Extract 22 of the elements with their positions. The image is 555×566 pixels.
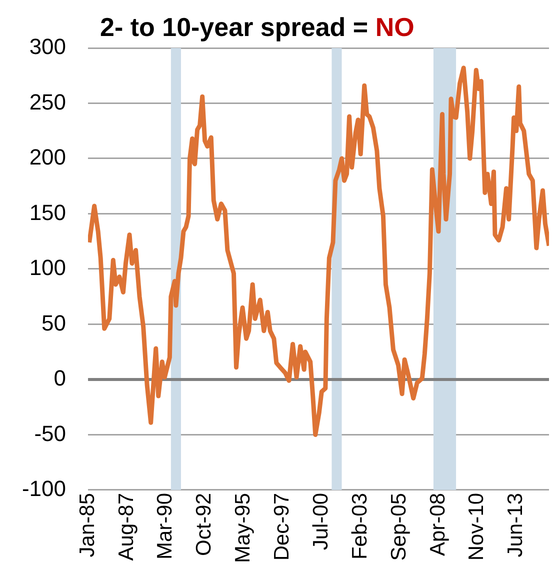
x-tick-label: Feb-03 — [348, 492, 372, 560]
y-tick-label: 150 — [29, 200, 66, 225]
y-tick-label: 200 — [29, 144, 66, 170]
x-tick-label: Mar-90 — [154, 492, 177, 560]
x-tick-label: Jun-13 — [504, 492, 528, 558]
chart-title: 2- to 10-year spread = NO — [100, 12, 414, 42]
x-tick-label: Aug-87 — [114, 492, 138, 561]
x-tick-label: Oct-92 — [192, 492, 216, 556]
x-tick-label: May-95 — [232, 492, 255, 564]
y-tick-label: 300 — [29, 34, 66, 60]
x-tick-label: Jul-00 — [309, 492, 332, 550]
x-tick-label: Jan-85 — [76, 492, 99, 558]
x-tick-label: Apr-08 — [426, 492, 450, 556]
y-tick-label: 250 — [29, 89, 66, 114]
y-tick-label: 100 — [29, 255, 66, 280]
x-tick-label: Sep-05 — [387, 492, 410, 561]
x-tick-label: Nov-10 — [465, 492, 488, 561]
y-tick-label: 50 — [42, 310, 66, 336]
y-tick-label: -100 — [22, 476, 66, 502]
x-tick-label: Dec-97 — [270, 492, 294, 561]
y-tick-label: 0 — [54, 366, 66, 391]
y-tick-label: -50 — [34, 420, 66, 446]
